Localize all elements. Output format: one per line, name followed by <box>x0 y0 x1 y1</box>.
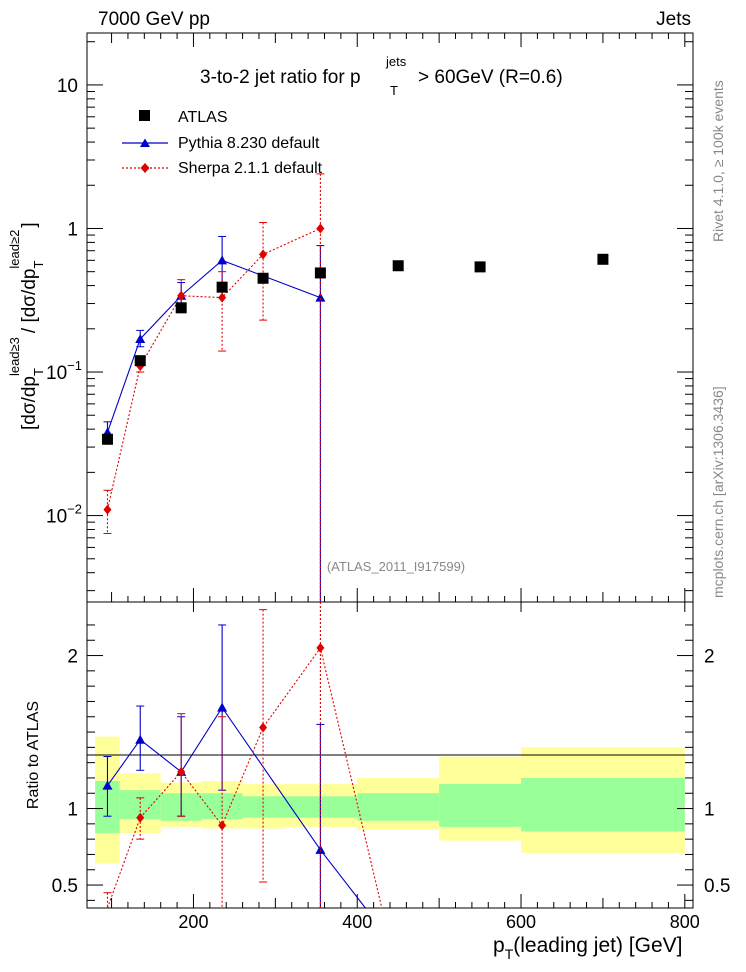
ratio-point-sherpa <box>136 812 145 823</box>
x-tick-label: 400 <box>342 912 372 932</box>
x-tick-label: 200 <box>178 912 208 932</box>
ratio-point-pythia <box>217 702 228 712</box>
main-point-sherpa <box>103 504 112 515</box>
main-point-atlas <box>597 253 609 265</box>
ratio-y-axis-label: Ratio to ATLAS <box>25 701 42 809</box>
title-sub: T <box>390 83 398 98</box>
title-main: 3-to-2 jet ratio for p <box>200 67 361 88</box>
ylabel-sup2: lead≥2 <box>7 230 22 269</box>
ratio-point-pythia <box>135 734 146 744</box>
main-series-line <box>106 227 321 510</box>
ratio-point-sherpa <box>218 820 227 831</box>
x-tick-label: 600 <box>506 912 536 932</box>
main-point-atlas <box>101 433 113 445</box>
ylabel-open: [dσ/dp <box>19 376 40 430</box>
x-axis-label: pT(leading jet) [GeV] <box>493 934 683 962</box>
xlabel-sub: T <box>505 946 514 962</box>
main-y-tick-label: 10−1 <box>46 358 82 384</box>
band-green-bin <box>439 784 522 827</box>
ratio-plot-marks <box>102 602 383 909</box>
main-y-tick-label: 1 <box>67 219 78 240</box>
plot-title: 3-to-2 jet ratio for p T jets > 60GeV (R… <box>200 54 563 98</box>
xlabel-rest: (leading jet) [GeV] <box>513 934 682 957</box>
main-y-axis-label: [dσ/dpTlead≥3/ [dσ/dpTlead≥2] <box>7 222 46 430</box>
main-point-atlas <box>314 267 326 279</box>
main-point-atlas <box>392 260 404 272</box>
ratio-point-sherpa <box>177 766 186 777</box>
legend-marker-atlas <box>139 110 150 121</box>
ratio-series-line <box>107 706 366 909</box>
band-green-bin <box>521 777 685 832</box>
ratio-y-tick-label-right: 1 <box>704 800 715 821</box>
ratio-y-tick-label-left: 0.5 <box>52 876 78 897</box>
legend-marker-sherpa <box>140 163 150 173</box>
legend-label-pythia: Pythia 8.230 default <box>178 135 320 152</box>
main-y-tick-label: 10−2 <box>46 502 82 528</box>
ratio-y-tick-label-left: 1 <box>67 800 78 821</box>
title-suffix: > 60GeV (R=0.6) <box>418 67 563 88</box>
main-point-atlas <box>175 302 187 314</box>
ratio-y-tick-label-right: 2 <box>704 647 715 668</box>
x-tick-label: 800 <box>670 912 700 932</box>
xlabel-p: p <box>493 934 505 957</box>
legend-marker-pythia <box>140 138 150 147</box>
header-left: 7000 GeV pp <box>98 9 210 30</box>
main-point-pythia <box>217 255 228 265</box>
axis-ticks <box>87 33 693 908</box>
ratio-point-sherpa <box>316 642 325 653</box>
main-point-atlas <box>216 281 228 293</box>
side-label-url: mcplots.cern.ch [arXiv:1306.3436] <box>710 386 726 598</box>
ratio-y-tick-label-right: 0.5 <box>704 876 730 897</box>
main-point-pythia <box>135 333 146 343</box>
main-point-atlas <box>474 261 486 273</box>
legend-label-atlas: ATLAS <box>178 109 228 126</box>
svg-text:[dσ/dpTlead≥3/ [dσ/dpTlead≥2]: [dσ/dpTlead≥3/ [dσ/dpTlead≥2] <box>7 222 46 430</box>
main-point-sherpa <box>259 249 268 260</box>
main-plot-marks <box>101 173 609 602</box>
header-right: Jets <box>656 9 691 30</box>
ratio-point-sherpa <box>259 722 268 733</box>
legend: ATLAS Pythia 8.230 default Sherpa 2.1.1 … <box>122 109 323 177</box>
axis-tick-labels: 200 400 600 800 10 1 10−1 10−2 0.5 0.5 1 1 2 2 <box>46 76 730 932</box>
main-point-sherpa <box>177 290 186 301</box>
ratio-point-pythia <box>102 780 113 790</box>
ylabel-mid: / [dσ/dp <box>19 269 40 334</box>
ylabel-close: ] <box>19 222 40 227</box>
ratio-point-pythia <box>315 844 326 854</box>
analysis-watermark: (ATLAS_2011_I917599) <box>327 559 465 574</box>
main-y-tick-label: 10 <box>57 76 78 97</box>
side-label-rivet: Rivet 4.1.0, ≥ 100k events <box>710 80 726 242</box>
legend-label-sherpa: Sherpa 2.1.1 default <box>178 160 323 177</box>
band-green-bin <box>357 793 440 821</box>
main-point-sherpa <box>218 292 227 303</box>
ylabel-sup1: lead≥3 <box>7 337 22 376</box>
main-point-atlas <box>134 355 146 367</box>
ratio-bands <box>95 736 685 864</box>
ratio-y-tick-label-left: 2 <box>67 647 78 668</box>
main-point-atlas <box>257 272 269 284</box>
ylabel-sub2: T <box>31 261 46 269</box>
main-point-pythia <box>315 292 326 302</box>
title-sup: jets <box>385 54 407 69</box>
main-point-sherpa <box>316 223 325 234</box>
ylabel-sub1: T <box>31 368 46 376</box>
